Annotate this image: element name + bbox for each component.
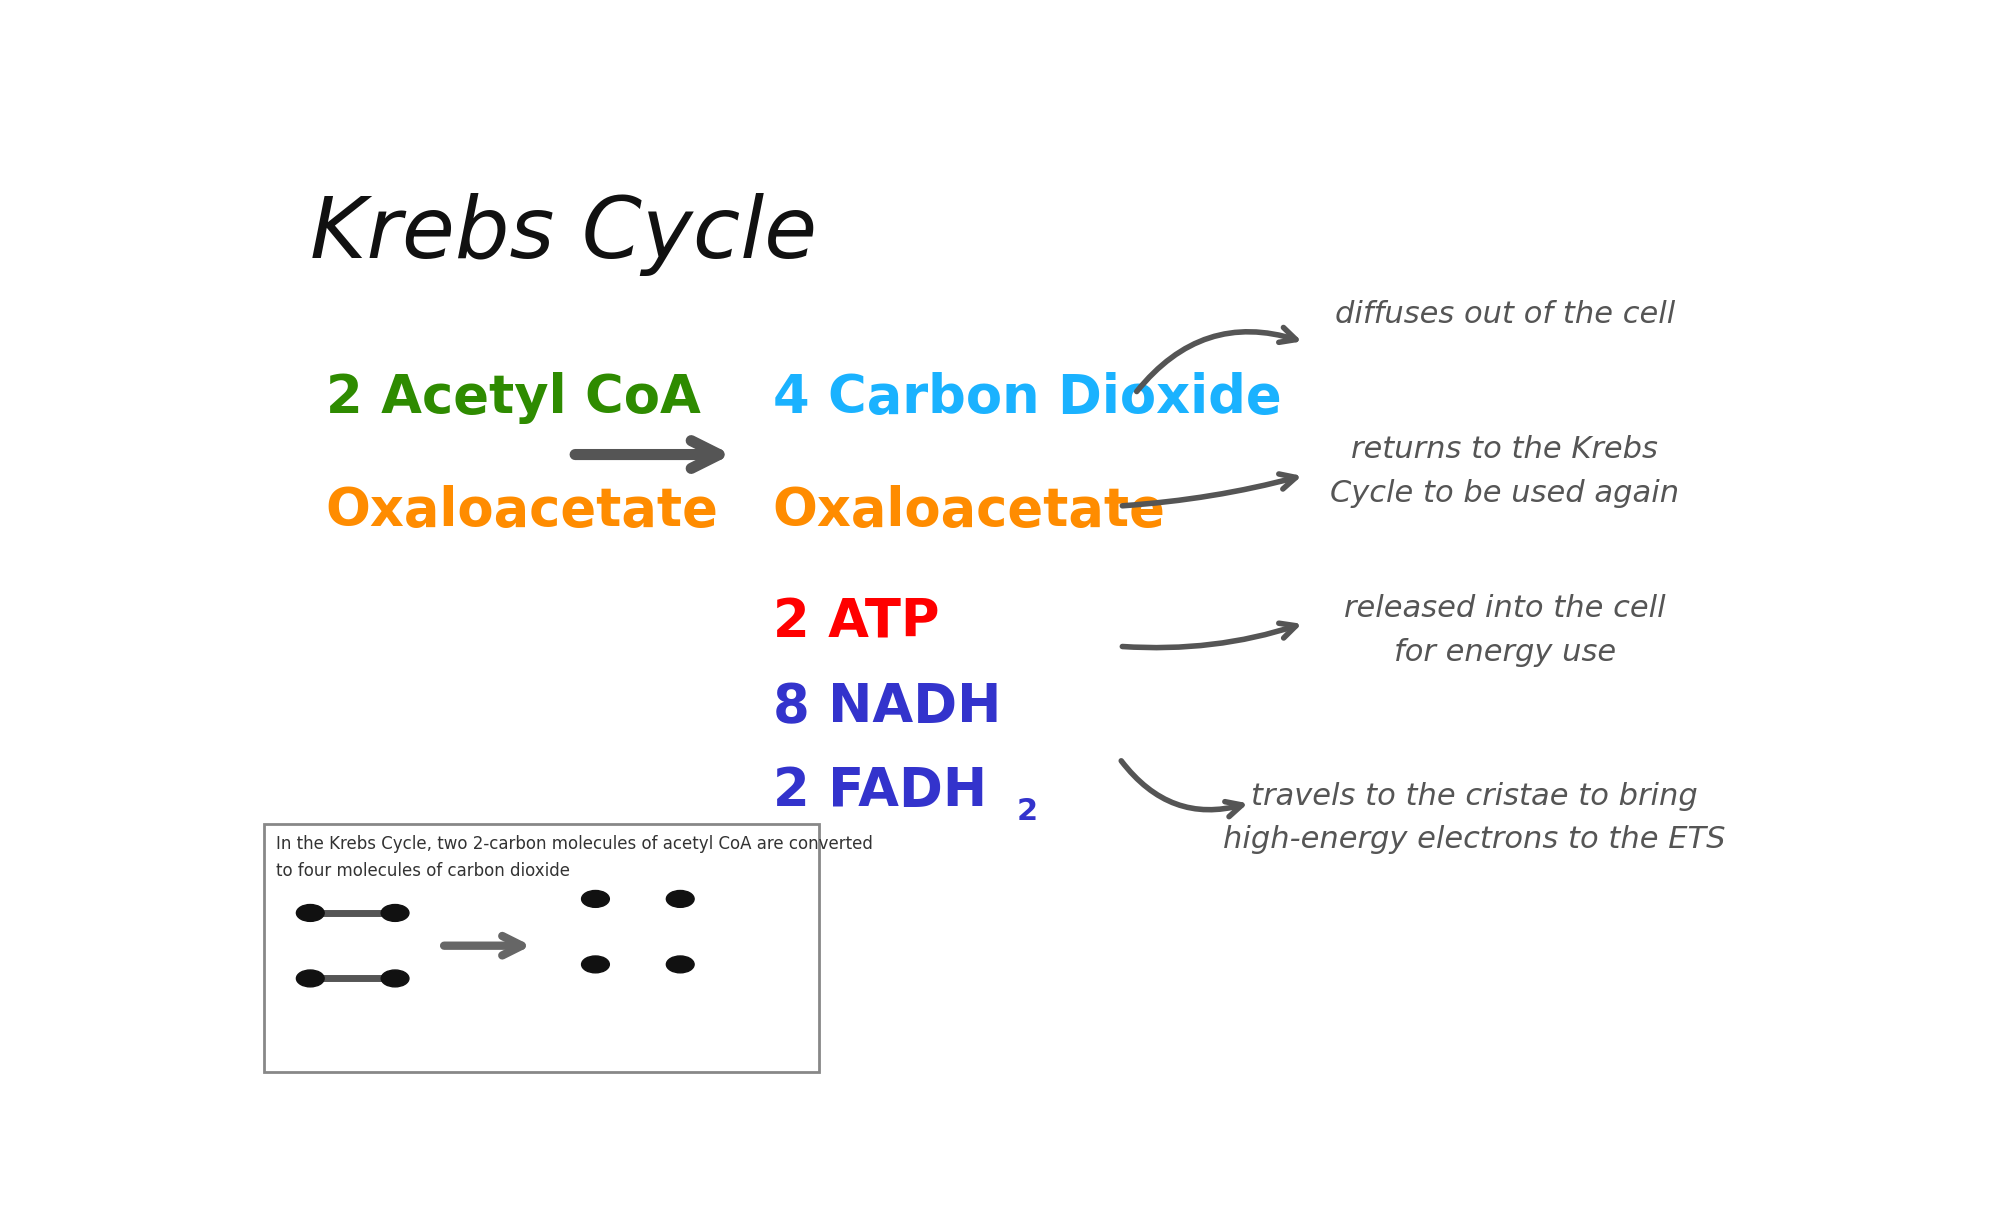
Circle shape <box>382 970 410 987</box>
Text: 2 FADH: 2 FADH <box>772 765 987 818</box>
Circle shape <box>666 891 694 908</box>
Circle shape <box>581 891 609 908</box>
Circle shape <box>296 904 324 921</box>
Circle shape <box>581 956 609 973</box>
Text: 2 Acetyl CoA: 2 Acetyl CoA <box>326 373 700 424</box>
Text: diffuses out of the cell: diffuses out of the cell <box>1335 300 1675 329</box>
Text: returns to the Krebs: returns to the Krebs <box>1351 435 1659 464</box>
Circle shape <box>296 970 324 987</box>
Text: 2: 2 <box>1016 797 1038 826</box>
Text: Cycle to be used again: Cycle to be used again <box>1331 480 1679 508</box>
Text: 2 ATP: 2 ATP <box>772 597 939 649</box>
Circle shape <box>666 956 694 973</box>
Text: Oxaloacetate: Oxaloacetate <box>772 485 1166 537</box>
Text: In the Krebs Cycle, two 2-carbon molecules of acetyl CoA are converted
to four m: In the Krebs Cycle, two 2-carbon molecul… <box>276 835 873 880</box>
Text: travels to the cristae to bring: travels to the cristae to bring <box>1251 781 1697 810</box>
Text: Krebs Cycle: Krebs Cycle <box>310 192 817 276</box>
Text: Oxaloacetate: Oxaloacetate <box>326 485 718 537</box>
FancyBboxPatch shape <box>265 824 819 1072</box>
Text: 8 NADH: 8 NADH <box>772 682 1000 733</box>
Text: released into the cell: released into the cell <box>1345 594 1665 623</box>
Text: for energy use: for energy use <box>1394 638 1615 667</box>
Text: 4 Carbon Dioxide: 4 Carbon Dioxide <box>772 373 1281 424</box>
Circle shape <box>382 904 410 921</box>
Text: high-energy electrons to the ETS: high-energy electrons to the ETS <box>1223 825 1724 854</box>
